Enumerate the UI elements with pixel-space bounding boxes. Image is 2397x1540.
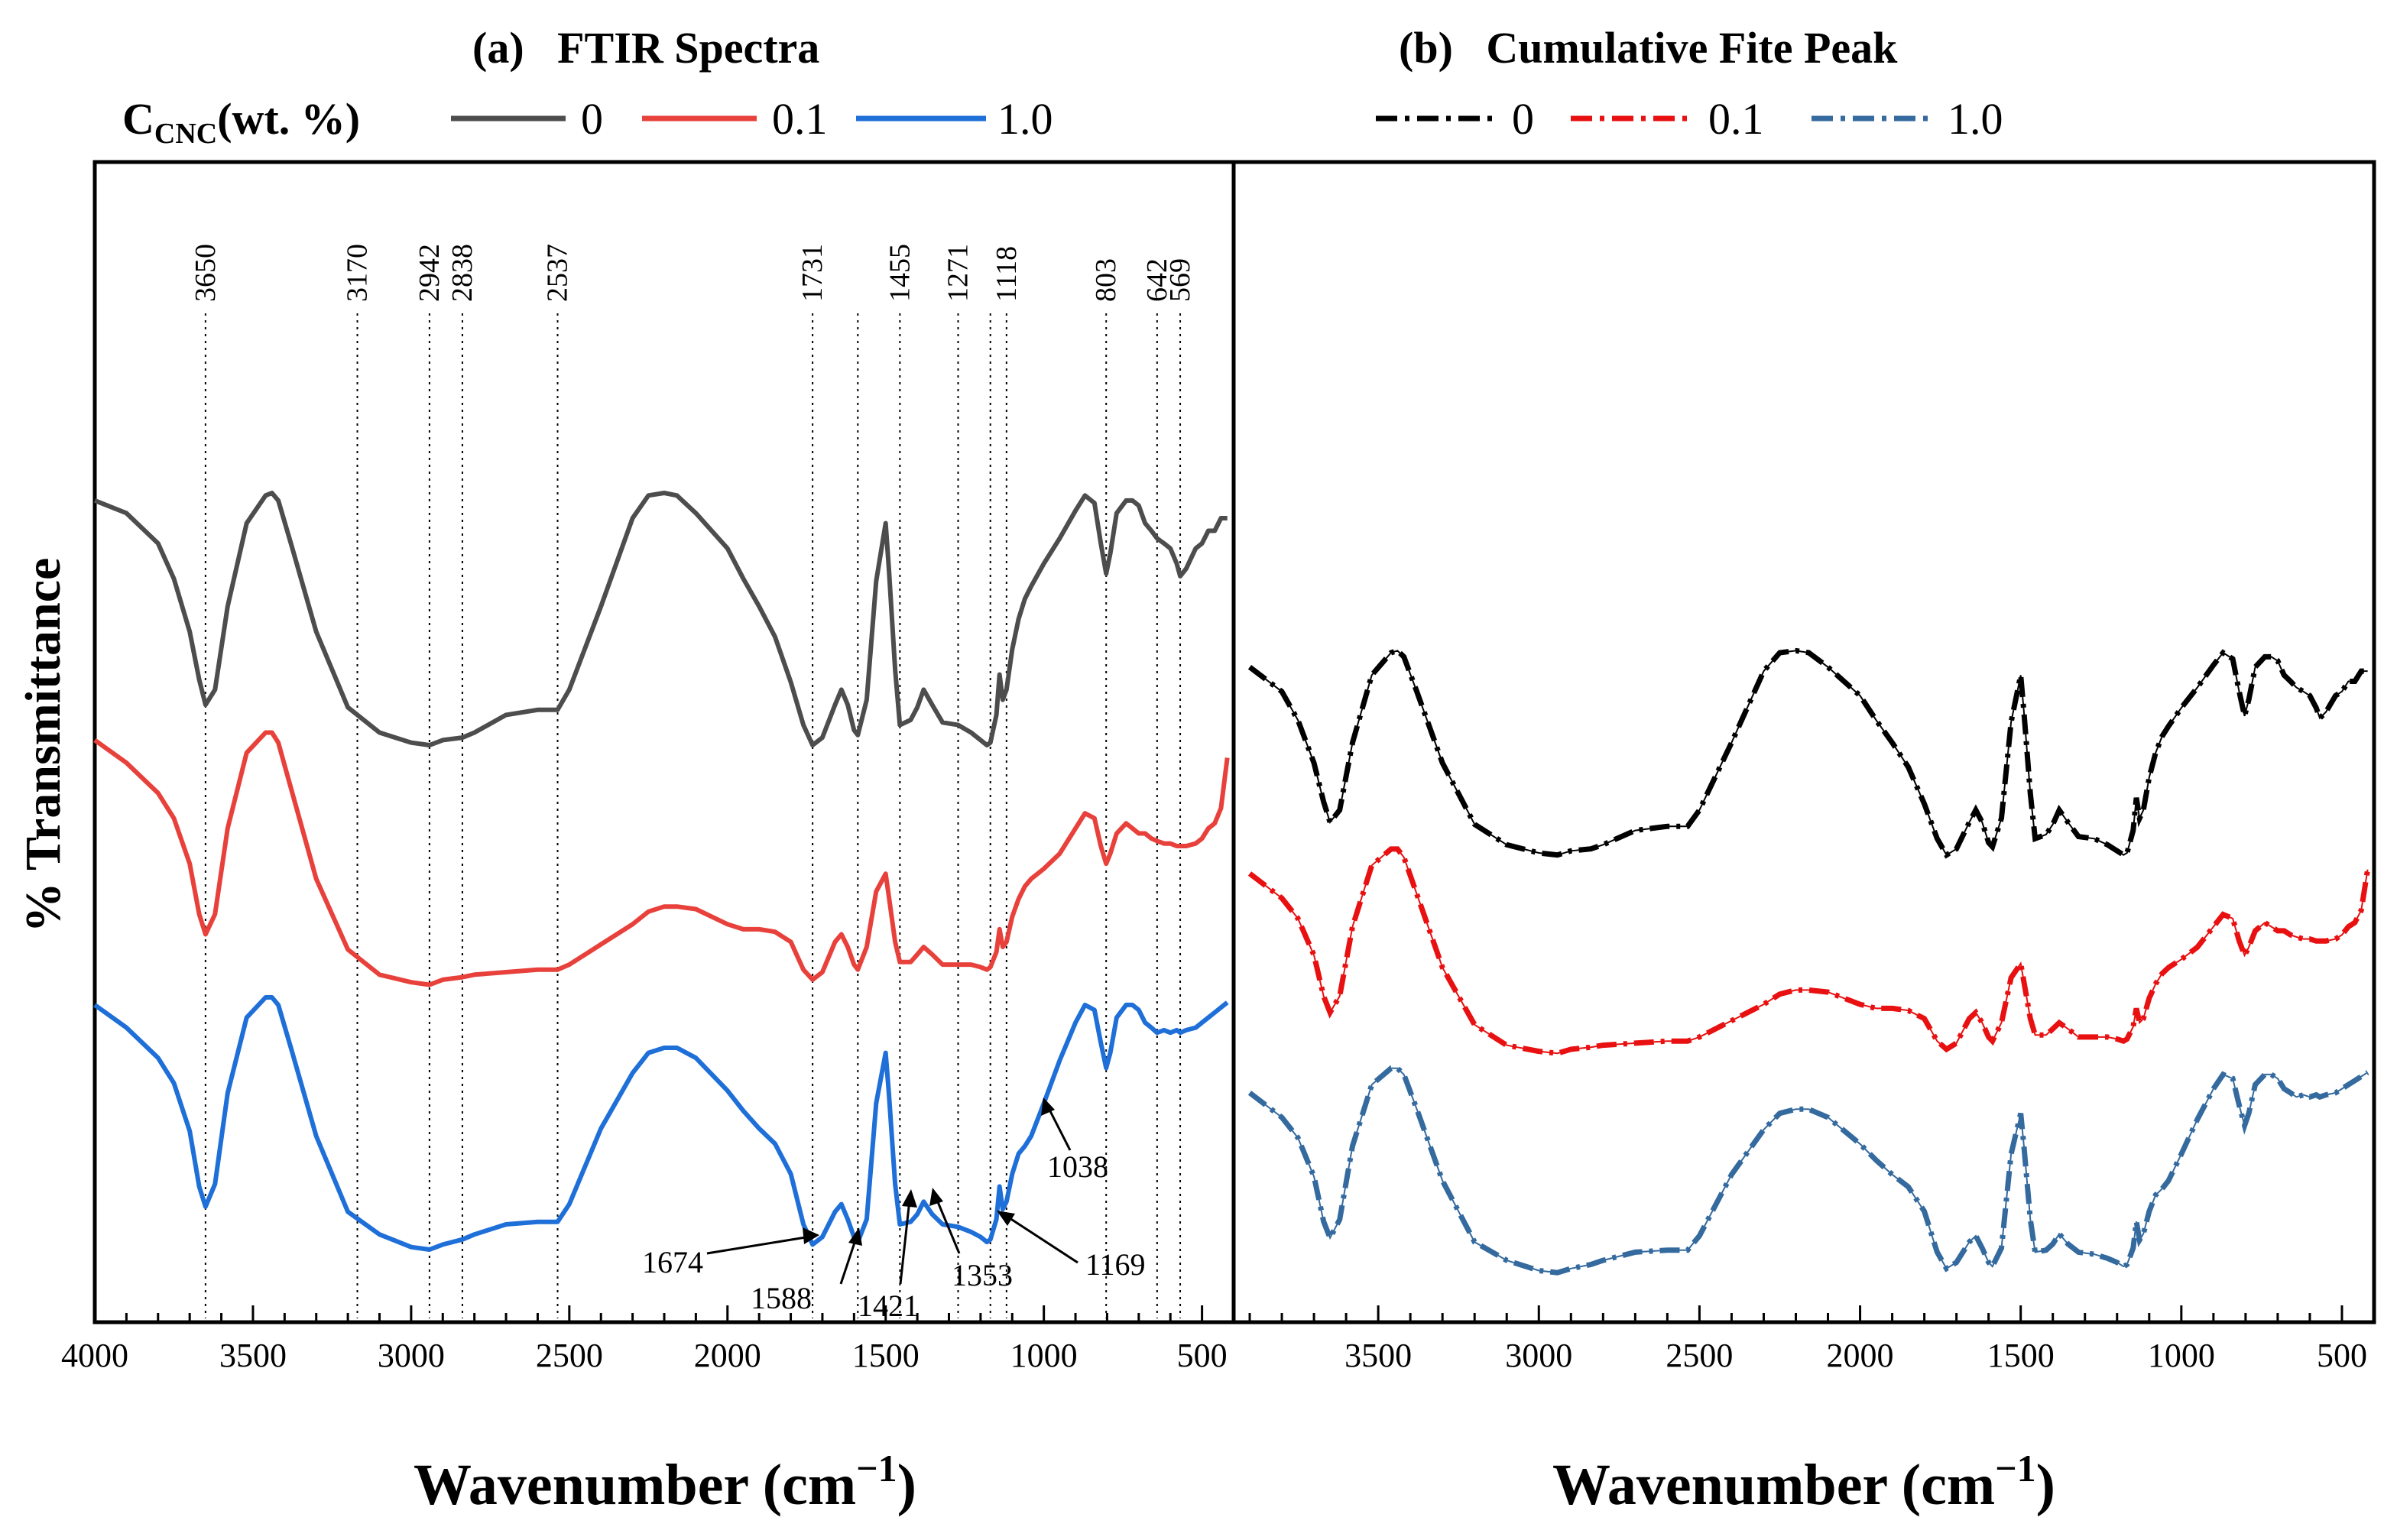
fit-thin-line-1.0 [1249,1067,2369,1274]
annotation-1038: 1038 [1047,1149,1108,1184]
a-tick-label-2500: 2500 [536,1337,603,1374]
b-tick-label-500: 500 [2317,1337,2367,1374]
peak-label-2537: 2537 [542,244,574,302]
panel-b-xlabel-sup: −1 [1995,1447,2036,1490]
b-tick-label-1500: 1500 [1987,1337,2055,1374]
a-tick-label-3500: 3500 [219,1337,287,1374]
arrowhead-1038 [1041,1097,1055,1116]
annotation-1169: 1169 [1085,1247,1146,1282]
b-tick-label-2000: 2000 [1827,1337,1894,1374]
arrowhead-1353 [929,1188,943,1206]
spectrum-line-0 [93,491,1228,747]
fit-line-0.1 [1247,846,2371,1056]
annotations: 1674 1588 1421 1353 1169 1038 [642,1097,1146,1323]
legend-label-1.0: 1.0 [997,94,1053,144]
fit-thin-line-0.1 [1249,848,2369,1055]
arrow-1038 [1047,1107,1072,1151]
arrow-1588 [839,1237,858,1285]
a-tick-label-3000: 3000 [378,1337,445,1374]
arrow-1421 [899,1199,911,1285]
peak-label-569: 569 [1164,258,1196,302]
panel-a-xlabel-sup: −1 [856,1447,897,1490]
panel-a-title: (a) FTIR Spectra [472,23,819,73]
legend-b-label-0: 0 [1512,94,1534,144]
spectrum-line-1.0 [93,995,1229,1252]
legend-title: CCNC(wt. %) [122,94,360,150]
arrow-1353 [935,1198,961,1254]
panel-a-series [93,491,1230,1252]
panel-b-xlabel-end: ) [2036,1453,2055,1517]
panel-a-xlabel-main: Wavenumber (cm [414,1453,856,1517]
panel-b-ticks: 3500 3000 2500 2000 1500 1000 500 [1248,1305,2367,1374]
panel-b-frame [1231,160,2376,1324]
arrowhead-1674 [803,1227,819,1244]
peak-label-1455: 1455 [884,244,916,302]
annotation-1421: 1421 [858,1289,919,1323]
panel-b-x-axis-label: Wavenumber (cm−1) [1552,1447,2055,1517]
peak-label-1271: 1271 [942,244,975,302]
panel-b-series [1247,647,2371,1276]
arrowhead-1421 [902,1189,917,1208]
legend-title-rest: (wt. %) [217,94,360,144]
legend-label-0.1: 0.1 [772,94,828,144]
peak-label-3170: 3170 [342,244,374,302]
annotation-1588: 1588 [751,1281,812,1315]
peak-label-1118: 1118 [991,246,1023,302]
b-tick-label-3000: 3000 [1505,1337,1572,1374]
peak-label-2942: 2942 [414,244,446,302]
a-tick-label-1500: 1500 [852,1337,920,1374]
panel-a-ticks: 4000 3500 3000 2500 2000 1500 1000 500 [61,1305,1228,1374]
legend-title-main: C [122,94,154,144]
peak-label-3650: 3650 [190,244,222,302]
peak-label-642: 642 [1141,258,1173,302]
b-tick-label-2500: 2500 [1666,1337,1733,1374]
b-tick-label-1000: 1000 [2148,1337,2215,1374]
fit-line-1.0 [1247,1065,2369,1276]
legend-b-label-1.0: 1.0 [1948,94,2003,144]
a-tick-label-2000: 2000 [694,1337,761,1374]
panel-a-peak-labels: 3650 3170 2942 2838 2537 1731 1455 1271 1118 803 6… [190,244,1196,302]
peak-label-1731: 1731 [796,244,829,302]
arrowhead-1588 [848,1227,862,1246]
peak-label-803: 803 [1090,258,1122,302]
a-tick-label-500: 500 [1177,1337,1228,1374]
a-tick-label-1000: 1000 [1010,1337,1078,1374]
panel-a-peak-lines [204,313,1182,1318]
fit-line-0 [1247,647,2368,859]
spectrum-line-0.1 [93,730,1230,987]
panel-b-title: (b) Cumulative Fite Peak [1399,23,1898,73]
arrow-1674 [706,1235,811,1255]
annotation-1674: 1674 [642,1245,703,1279]
b-tick-label-3500: 3500 [1344,1337,1412,1374]
arrowhead-1169 [997,1211,1015,1226]
panel-a-xlabel-end: ) [897,1453,916,1517]
legend-title-sub: CNC [154,118,217,150]
legend-b-label-0.1: 0.1 [1708,94,1764,144]
a-tick-label-4000: 4000 [61,1337,128,1374]
panel-a-frame [92,160,1236,1324]
panel-b-xlabel-main: Wavenumber (cm [1552,1453,1995,1517]
y-axis-label: % Transmittance [15,558,71,933]
peak-label-2838: 2838 [446,244,478,302]
arrow-1169 [1007,1215,1078,1264]
panel-a-x-axis-label: Wavenumber (cm−1) [414,1447,916,1517]
annotation-1353: 1353 [952,1258,1013,1292]
legend-label-0: 0 [581,94,603,144]
